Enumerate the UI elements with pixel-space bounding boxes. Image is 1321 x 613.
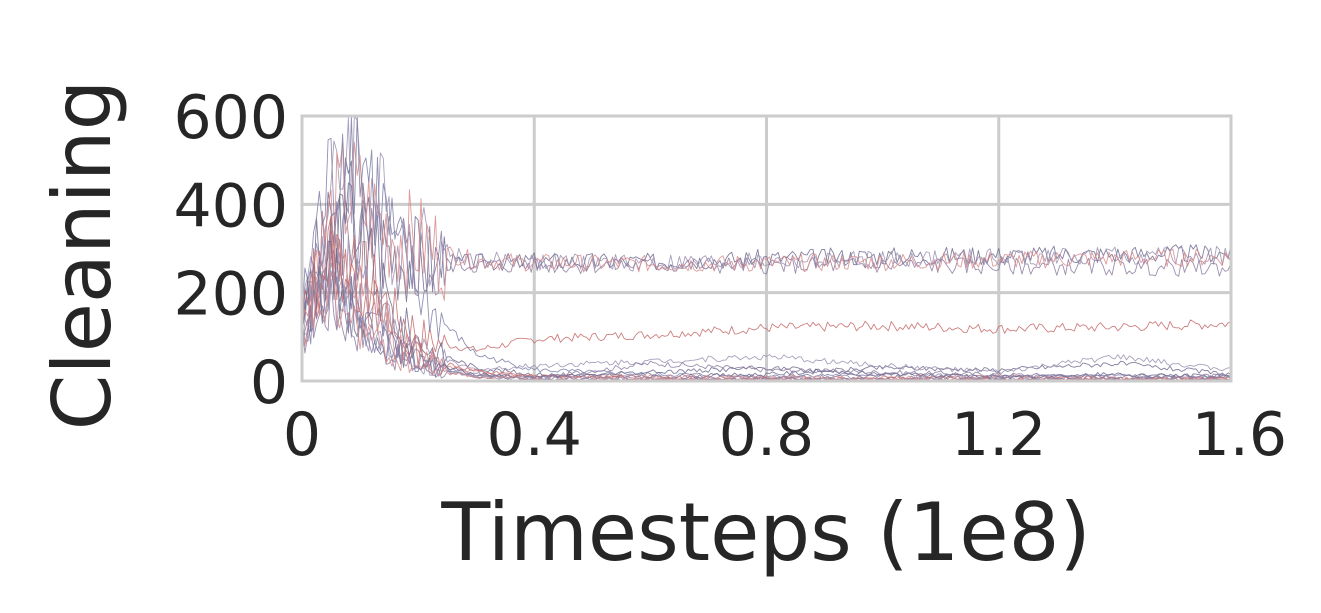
y-axis-title: Cleaning [36, 80, 129, 431]
y-tick-label: 200 [173, 260, 288, 330]
plot-frame [300, 114, 1233, 383]
series-line [301, 200, 1232, 317]
series-line [301, 230, 1232, 353]
series-line [301, 278, 1232, 381]
series-line [301, 141, 1232, 327]
y-tick-label: 600 [173, 83, 288, 153]
series-line [301, 262, 1231, 382]
series-line [301, 182, 1232, 379]
x-tick-labels: 0 0.4 0.8 1.2 1.6 [283, 400, 1287, 470]
x-tick-label: 1.6 [1192, 400, 1287, 470]
y-tick-labels: 0 200 400 600 [173, 83, 288, 418]
series-line [301, 115, 1232, 343]
x-tick-label: 0.4 [487, 400, 582, 470]
x-tick-label: 0 [283, 400, 321, 470]
y-tick-label: 400 [173, 171, 288, 241]
series-line [301, 235, 1232, 374]
x-tick-label: 0.8 [719, 400, 814, 470]
x-tick-label: 1.2 [951, 400, 1046, 470]
y-tick-label: 0 [250, 348, 288, 418]
x-axis-title: Timesteps (1e8) [440, 486, 1090, 579]
